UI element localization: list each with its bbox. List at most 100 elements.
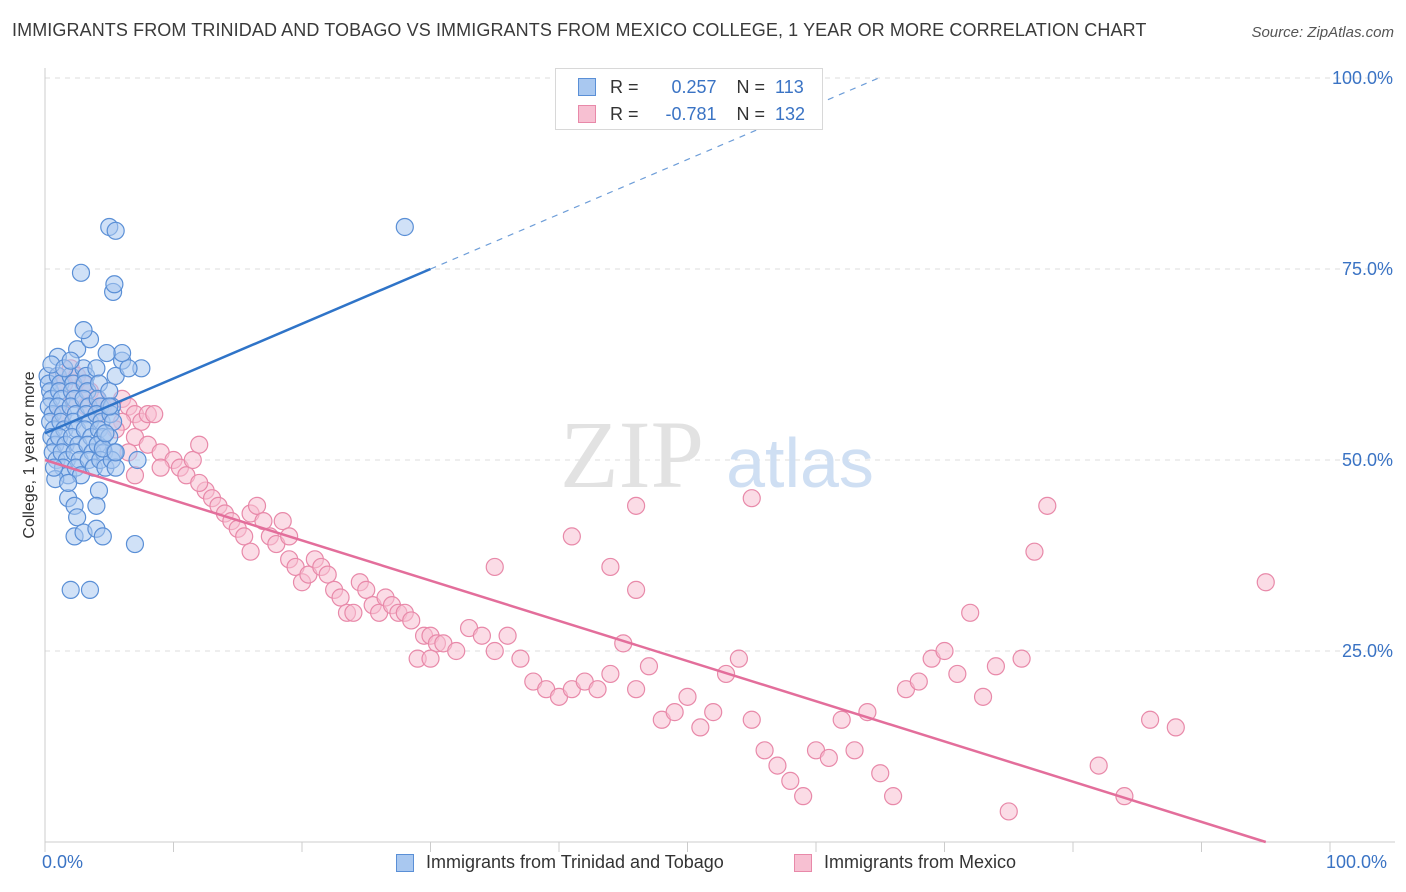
data-point: [472, 626, 491, 645]
data-point: [421, 649, 440, 668]
stat-r-label: R =: [610, 103, 639, 124]
data-point: [125, 466, 145, 485]
trend-lines: [44, 77, 1267, 844]
data-point: [909, 672, 928, 691]
data-point: [1012, 649, 1031, 668]
data-point: [755, 741, 774, 760]
legend-swatch-pink: [794, 853, 812, 872]
y-tick-labels: 25.0% 50.0% 75.0% 100.0%: [1332, 68, 1393, 661]
legend-item-trinidad[interactable]: Immigrants from Trinidad and Tobago: [396, 852, 724, 873]
data-point: [511, 649, 530, 668]
data-point: [59, 473, 78, 493]
data-point: [106, 221, 125, 240]
data-point: [691, 718, 710, 737]
data-point: [729, 649, 749, 668]
data-point: [588, 680, 607, 699]
data-point: [1140, 710, 1160, 729]
stat-n-label: N =: [736, 76, 766, 97]
data-point: [273, 512, 292, 531]
data-point: [331, 588, 350, 607]
data-point: [665, 703, 684, 722]
legend-label-mexico: Immigrants from Mexico: [824, 852, 1017, 872]
data-point: [61, 580, 80, 599]
data-point: [235, 527, 254, 546]
data-point: [871, 764, 890, 783]
data-point: [1038, 496, 1057, 515]
legend-swatch-pink: [578, 105, 596, 123]
trend-line-trinidad: [44, 267, 431, 435]
data-point: [447, 641, 466, 661]
data-point: [357, 580, 376, 599]
data-point: [742, 710, 761, 729]
legend-swatch-blue: [396, 853, 414, 872]
y-tick-label: 100.0%: [1332, 68, 1393, 88]
data-point: [819, 748, 838, 768]
data-point: [89, 481, 109, 500]
data-point: [883, 787, 903, 806]
x-tick-label-min: 0.0%: [42, 852, 84, 872]
data-point: [190, 473, 209, 493]
data-point: [832, 710, 851, 729]
stat-r-label: R =: [610, 76, 639, 97]
data-point: [402, 611, 421, 630]
data-point: [935, 641, 954, 661]
data-point: [241, 542, 260, 561]
data-point: [562, 527, 581, 546]
data-point: [601, 557, 620, 577]
data-point: [151, 458, 170, 477]
data-point: [704, 703, 723, 722]
data-point: [1166, 718, 1185, 737]
data-point: [1025, 542, 1044, 561]
y-tick-label: 50.0%: [1342, 450, 1393, 470]
data-point: [106, 443, 125, 462]
trend-line-mexico: [44, 458, 1267, 844]
stat-r-value: 0.257: [671, 76, 717, 97]
data-point: [961, 603, 980, 622]
data-point: [318, 565, 337, 584]
watermark-atlas: atlas: [726, 424, 874, 502]
data-point: [742, 489, 761, 508]
chart-title: IMMIGRANTS FROM TRINIDAD AND TOBAGO VS I…: [12, 20, 1147, 40]
legend-label-trinidad: Immigrants from Trinidad and Tobago: [426, 852, 724, 872]
legend-item-mexico[interactable]: Immigrants from Mexico: [794, 852, 1016, 873]
stat-n-value: 113: [775, 76, 804, 97]
data-point: [125, 534, 145, 554]
data-point: [986, 657, 1006, 676]
legend-swatch-blue: [578, 78, 596, 96]
data-point: [80, 580, 100, 599]
stat-n-value: 132: [775, 103, 806, 124]
data-point: [190, 435, 209, 454]
stat-n-label: N =: [736, 103, 766, 124]
data-point: [973, 687, 993, 706]
watermark: ZIP atlas: [560, 401, 874, 508]
data-point: [247, 496, 267, 515]
data-point: [485, 641, 504, 661]
data-point: [93, 527, 112, 546]
y-tick-label: 25.0%: [1342, 641, 1393, 661]
data-point: [105, 275, 124, 294]
source-label: Source: ZipAtlas.com: [1251, 24, 1394, 41]
stat-r-value: -0.781: [665, 103, 717, 124]
series-trinidad-points: [38, 217, 414, 599]
watermark-zip: ZIP: [560, 401, 704, 508]
data-point: [1089, 756, 1108, 775]
stats-row-mexico: R = -0.781 N = 132: [578, 102, 805, 126]
data-point: [128, 450, 147, 470]
data-point: [96, 424, 115, 443]
data-point: [626, 496, 646, 515]
data-point: [71, 263, 91, 282]
data-point: [845, 741, 864, 760]
data-point: [183, 450, 202, 470]
data-point: [626, 580, 646, 599]
data-point: [678, 687, 697, 706]
data-point: [87, 496, 106, 515]
data-point: [485, 557, 504, 577]
data-point: [639, 657, 659, 676]
data-point: [106, 458, 125, 477]
x-tick-label-max: 100.0%: [1326, 852, 1388, 872]
trend-line-trinidad-extension: [430, 77, 879, 270]
data-point: [112, 343, 132, 363]
data-point: [344, 603, 363, 622]
data-point: [626, 680, 646, 699]
